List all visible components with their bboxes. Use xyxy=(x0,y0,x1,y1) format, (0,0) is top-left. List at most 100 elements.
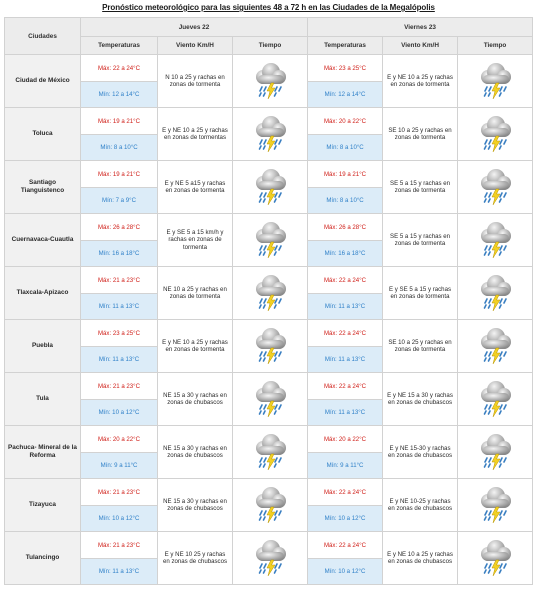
weather-cell xyxy=(231,478,309,532)
temp-min: Mín: 10 a 12°C xyxy=(80,505,158,532)
wind-forecast: SE 5 a 15 y rachas en zonas de tormenta xyxy=(382,213,459,267)
table-row-min: Mín: 11 a 13°C Mín: 11 a 13°C xyxy=(5,293,533,320)
temp-max: Máx: 21 a 23°C xyxy=(80,478,158,506)
wind-forecast: E y NE 10 a 25 y rachas en zonas de torm… xyxy=(382,54,459,108)
temp-max: Máx: 22 a 24°C xyxy=(307,266,384,294)
table-row: Cuernavaca-Cuautla Máx: 26 a 28°C E y SE 5… xyxy=(4,213,534,267)
wind-forecast: SE 10 a 25 y rachas en zonas de tormenta xyxy=(382,107,459,161)
temp-min: Mín: 9 a 11°C xyxy=(80,452,158,479)
storm-cloud-rain-lightning-icon xyxy=(256,275,286,312)
storm-cloud-rain-lightning-icon xyxy=(481,63,512,100)
weather-header-day1: Tiempo xyxy=(231,36,309,55)
temp-max: Máx: 22 a 24°C xyxy=(80,54,158,82)
weather-cell xyxy=(457,107,534,161)
table-row-min: Mín: 7 a 9°C Mín: 8 a 10°C xyxy=(5,187,533,214)
table-row: Toluca Máx: 19 a 21°C E y NE 10 a 25 y rac… xyxy=(4,107,534,161)
storm-cloud-rain-lightning-icon xyxy=(256,540,286,577)
storm-cloud-rain-lightning-icon xyxy=(481,381,512,418)
storm-cloud-rain-lightning-icon xyxy=(481,487,512,524)
table-row-min: Mín: 10 a 12°C Mín: 10 a 12°C xyxy=(5,505,533,532)
temp-max: Máx: 19 a 21°C xyxy=(307,160,384,188)
wind-header-day1: Viento Km/H xyxy=(157,36,233,55)
weather-cell xyxy=(231,160,309,214)
storm-cloud-rain-lightning-icon xyxy=(256,116,286,153)
wind-forecast: SE 10 a 25 y rachas en zonas de tormenta xyxy=(382,319,459,373)
temp-min: Mín: 7 a 9°C xyxy=(80,187,158,214)
wind-forecast: NE 15 a 30 y rachas en zonas de chubasco… xyxy=(157,425,233,479)
temp-max: Máx: 23 a 25°C xyxy=(307,54,384,82)
temp-max: Máx: 26 a 28°C xyxy=(80,213,158,241)
temp-min: Mín: 11 a 13°C xyxy=(80,558,158,585)
wind-forecast: E y NE 10 25 y rachas en zonas de chubas… xyxy=(157,531,233,585)
wind-forecast: NE 15 a 30 y rachas en zonas de chubasco… xyxy=(157,478,233,532)
storm-cloud-rain-lightning-icon xyxy=(256,222,286,259)
city-name: Pachuca- Mineral de la Reforma xyxy=(4,425,81,479)
temp-max: Máx: 22 a 24°C xyxy=(307,478,384,506)
storm-cloud-rain-lightning-icon xyxy=(256,381,286,418)
city-name: Tula xyxy=(4,372,81,426)
temp-max: Máx: 23 a 25°C xyxy=(80,319,158,347)
city-name: Ciudad de México xyxy=(4,54,81,108)
storm-cloud-rain-lightning-icon xyxy=(256,328,286,365)
temp-min: Mín: 12 a 14°C xyxy=(307,81,384,108)
city-name: Santiago Tianguistenco xyxy=(4,160,81,214)
temp-min: Mín: 10 a 12°C xyxy=(307,558,384,585)
temp-max: Máx: 20 a 22°C xyxy=(307,107,384,135)
storm-cloud-rain-lightning-icon xyxy=(481,116,512,153)
table-row: Pachuca- Mineral de la Reforma Máx: 20 a … xyxy=(4,425,534,479)
temp-max: Máx: 20 a 22°C xyxy=(80,425,158,453)
weather-cell xyxy=(231,107,309,161)
wind-forecast: E y NE 5 a15 y rachas en zonas de tormen… xyxy=(157,160,233,214)
temp-min: Mín: 16 a 18°C xyxy=(307,240,384,267)
weather-cell xyxy=(231,425,309,479)
city-name: Tlaxcala-Apizaco xyxy=(4,266,81,320)
temp-min: Mín: 11 a 13°C xyxy=(307,399,384,426)
weather-cell xyxy=(457,319,534,373)
wind-forecast: NE 15 a 30 y rachas en zonas de chubasco… xyxy=(157,372,233,426)
temp-min: Mín: 9 a 11°C xyxy=(307,452,384,479)
page-title: Pronóstico meteorológico para las siguie… xyxy=(102,3,435,12)
temp-min: Mín: 8 a 10°C xyxy=(307,134,384,161)
temp-min: Mín: 16 a 18°C xyxy=(80,240,158,267)
table-row: Tula Máx: 21 a 23°C NE 15 a 30 y rachas en… xyxy=(4,372,534,426)
city-name: Cuernavaca-Cuautla xyxy=(4,213,81,267)
temp-min: Mín: 11 a 13°C xyxy=(307,293,384,320)
city-name: Tizayuca xyxy=(4,478,81,532)
storm-cloud-rain-lightning-icon xyxy=(481,540,512,577)
table-row: Puebla Máx: 23 a 25°C E y NE 10 a 25 y rac… xyxy=(4,319,534,373)
cities-header: Ciudades xyxy=(4,17,81,55)
weather-cell xyxy=(231,531,309,585)
city-name: Puebla xyxy=(4,319,81,373)
weather-cell xyxy=(231,54,309,108)
wind-header-day2: Viento Km/H xyxy=(382,36,459,55)
day-header-2: Viernes 23 xyxy=(307,17,534,37)
wind-forecast: N 10 a 25 y rachas en zonas de tormenta xyxy=(157,54,233,108)
temp-min: Mín: 10 a 12°C xyxy=(80,399,158,426)
temp-min: Mín: 8 a 10°C xyxy=(80,134,158,161)
weather-header-day2: Tiempo xyxy=(457,36,534,55)
temp-header-day1: Temperaturas xyxy=(80,36,158,55)
table-row-min: Mín: 16 a 18°C Mín: 16 a 18°C xyxy=(5,240,533,267)
wind-forecast: E y SE 5 a 15 km/h y rachas en zonas de … xyxy=(157,213,233,267)
wind-forecast: NE 10 a 25 y rachas en zonas de tormenta xyxy=(157,266,233,320)
table-row-min: Mín: 10 a 12°C Mín: 11 a 13°C xyxy=(5,399,533,426)
storm-cloud-rain-lightning-icon xyxy=(256,487,286,524)
temp-max: Máx: 21 a 23°C xyxy=(80,372,158,400)
storm-cloud-rain-lightning-icon xyxy=(256,63,286,100)
temp-min: Mín: 12 a 14°C xyxy=(80,81,158,108)
table-row: Ciudad de México Máx: 22 a 24°C N 10 a 25 … xyxy=(4,54,534,108)
temp-max: Máx: 22 a 24°C xyxy=(307,372,384,400)
wind-forecast: E y NE 10 a 25 y rachas en zonas de chub… xyxy=(382,531,459,585)
weather-cell xyxy=(457,54,534,108)
wind-forecast: E y NE 10-25 y rachas en zonas de chubas… xyxy=(382,478,459,532)
wind-forecast: E y NE 10 a 25 y rachas en zonas de torm… xyxy=(157,107,233,161)
storm-cloud-rain-lightning-icon xyxy=(481,275,512,312)
table-row-min: Mín: 11 a 13°C Mín: 11 a 13°C xyxy=(5,346,533,373)
temp-max: Máx: 19 a 21°C xyxy=(80,160,158,188)
weather-cell xyxy=(457,478,534,532)
weather-cell xyxy=(231,372,309,426)
day-header-1: Jueves 22 xyxy=(79,17,309,37)
storm-cloud-rain-lightning-icon xyxy=(256,434,286,471)
forecast-table: Ciudades Jueves 22 Viernes 23 Temperatur… xyxy=(4,17,534,585)
weather-cell xyxy=(457,425,534,479)
